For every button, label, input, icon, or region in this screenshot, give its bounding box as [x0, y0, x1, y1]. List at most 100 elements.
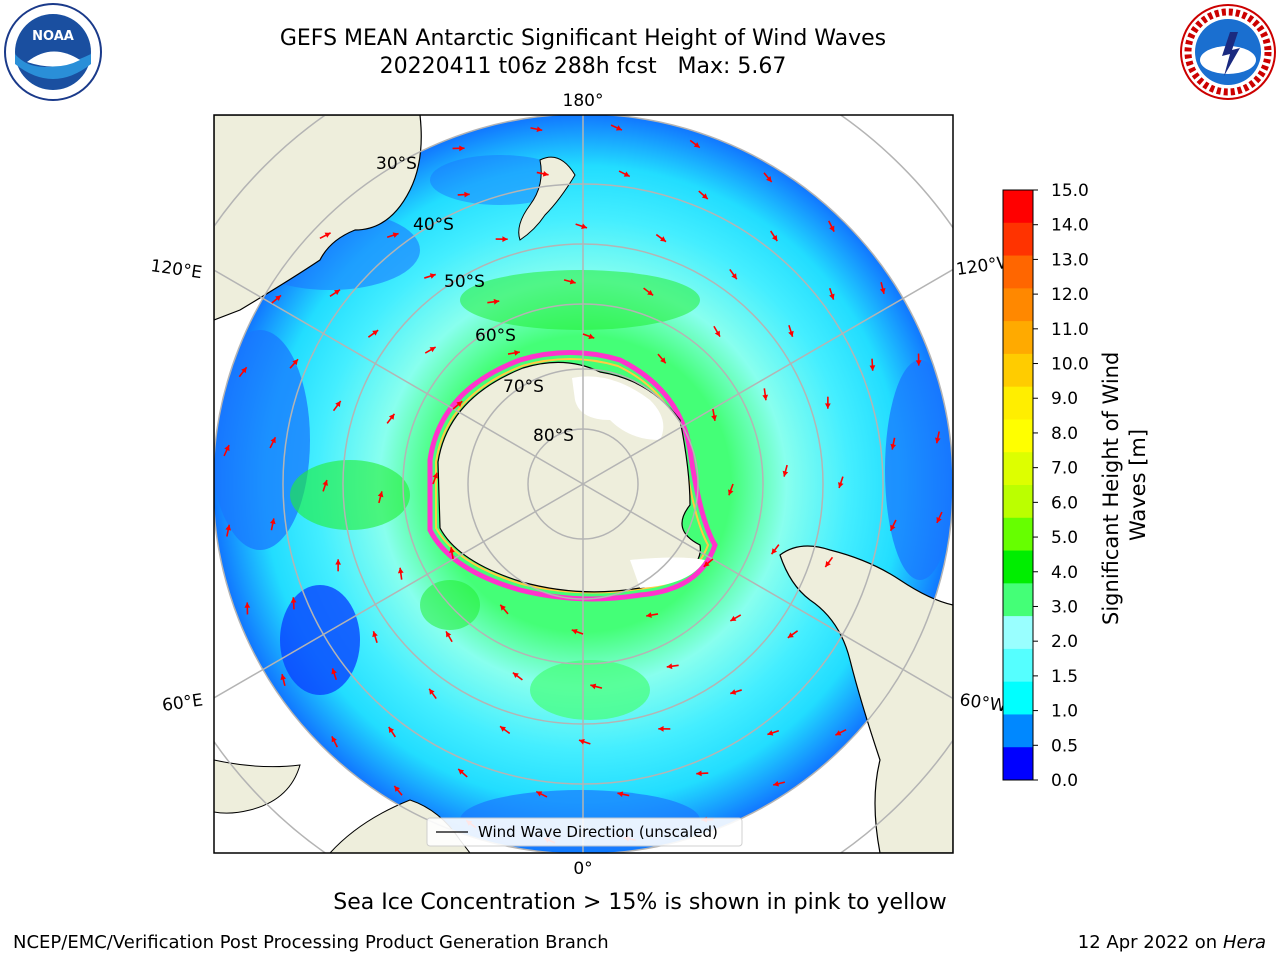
colorbar-label-line2: Waves [m] [1126, 429, 1150, 541]
colorbar-label-line1: Significant Height of Wind [1099, 352, 1123, 625]
wave-arrow-head [225, 524, 232, 531]
wave-arrow-head [578, 739, 585, 745]
colorbar-swatch [1003, 616, 1033, 650]
wave-arrow-head [617, 791, 624, 798]
wave-arrow-head [241, 367, 247, 374]
wave-arrow-head [782, 470, 789, 477]
wave-arrow-head [890, 443, 897, 450]
colorbar-swatch [1003, 321, 1033, 355]
footer-date-text: 12 Apr 2022 on [1077, 932, 1223, 953]
colorbar-swatch [1003, 452, 1033, 486]
wave-arrow-head [394, 785, 400, 792]
wave-arrow-head [377, 491, 384, 498]
wave-arrow-head [456, 401, 463, 407]
colorbar-swatch [1003, 222, 1033, 257]
wave-arrow-head [335, 559, 342, 565]
colorbar-swatch [1003, 550, 1033, 584]
lat-label-50s: 50°S [444, 272, 485, 292]
wave-arrow-head [290, 597, 297, 603]
wave-arrow-head [696, 770, 702, 777]
colorbar-swatch [1003, 485, 1033, 519]
wave-arrow-head [280, 674, 287, 681]
map-panel: Wind Wave Direction (unscaled) [214, 115, 953, 853]
lat-label-30s: 30°S [376, 154, 417, 174]
noaa-logo: NOAA [4, 3, 102, 101]
ross-ice-shelf [572, 376, 664, 440]
wave-arrow-head [388, 726, 395, 733]
colorbar-label: Significant Height of Wind Waves [m] [1099, 345, 1150, 625]
wave-arrow-head [458, 768, 465, 775]
wave-arrow-head [459, 145, 465, 152]
wave-arrow-head [890, 524, 896, 531]
wave-arrow-head [372, 330, 379, 336]
wave-arrow-head [731, 273, 737, 280]
wave-arrow-head [292, 359, 299, 366]
colorbar-swatch [1003, 583, 1033, 617]
colorbar-swatch [1003, 190, 1033, 224]
wave-arrow-head [701, 193, 708, 200]
colorbar-tick-label: 4.0 [1051, 563, 1078, 583]
footer-credit: NCEP/EMC/Verification Post Processing Pr… [13, 932, 609, 953]
wave-arrow-head [730, 615, 737, 621]
colorbar-swatch [1003, 681, 1033, 715]
wave-arrow-head [660, 357, 666, 364]
wave-arrow-head [915, 360, 922, 366]
wave-arrow-head [934, 437, 941, 444]
wave-arrow-head [762, 394, 769, 401]
colorbar-tick-label: 1.0 [1051, 702, 1078, 722]
wave-arrow-head [838, 482, 844, 489]
colorbar-swatch [1003, 747, 1033, 781]
footer-machine: Hera [1222, 932, 1266, 953]
wave-arrow-head [766, 176, 772, 183]
wave-arrow-head [500, 604, 506, 611]
colorbar-swatch [1003, 517, 1033, 552]
wave-arrow-head [429, 273, 436, 279]
wave-arrow-head [787, 632, 794, 638]
colorbar-tick-label: 8.0 [1051, 424, 1078, 444]
wave-arrow-head [270, 437, 276, 444]
wave-arrow-head [623, 171, 630, 177]
colorbar-tick-label: 0.0 [1051, 771, 1078, 791]
wave-arrow-head [936, 516, 942, 523]
wave-arrow-head [771, 235, 778, 242]
lat-label-40s: 40°S [413, 215, 454, 235]
wave-arrow-head [429, 347, 436, 353]
wave-arrow-head [331, 736, 337, 743]
colorbar-swatch [1003, 353, 1033, 388]
wave-arrow-head [879, 287, 886, 294]
wave-arrow-head [536, 791, 543, 797]
wave-arrow-head [829, 293, 835, 300]
noaa-logo-text: NOAA [32, 29, 74, 44]
wave-arrow-head [432, 472, 439, 479]
nws-logo [1180, 4, 1276, 100]
wave-arrow-head [244, 602, 251, 608]
legend-label: Wind Wave Direction (unscaled) [478, 823, 718, 841]
wave-arrow-head [464, 191, 470, 198]
colorbar-tick-label: 10.0 [1051, 355, 1089, 375]
wave-arrow-head [429, 688, 435, 695]
wave-arrow-head [666, 663, 673, 670]
wave-arrow-head [224, 445, 230, 452]
wave-arrow-head [825, 561, 831, 567]
wave-arrow-head [588, 333, 595, 340]
lat-label-60s: 60°S [475, 326, 516, 346]
wave-arrow-head [788, 330, 794, 337]
wave-arrow-head [392, 232, 399, 238]
wave-arrow-head [730, 689, 737, 695]
wave-arrow-head [647, 289, 654, 296]
colorbar-tick-label: 5.0 [1051, 528, 1078, 548]
australia-land [214, 115, 422, 321]
wave-arrow-head [771, 548, 778, 555]
wave-arrow-head [590, 683, 597, 690]
wave-arrow-head [615, 125, 622, 131]
lon-label-60e: 60°E [161, 690, 204, 715]
wave-arrow-head [703, 561, 710, 567]
wave-arrow-head [773, 780, 780, 787]
lat-label-80s: 80°S [533, 426, 574, 446]
colorbar-frame [1002, 189, 1034, 781]
wave-arrow-head [493, 298, 500, 305]
wave-arrow-head [824, 403, 831, 409]
lon-label-60w: 60°W [958, 690, 1007, 716]
wave-arrow-head [322, 479, 328, 486]
wave-arrow-head [542, 170, 549, 177]
